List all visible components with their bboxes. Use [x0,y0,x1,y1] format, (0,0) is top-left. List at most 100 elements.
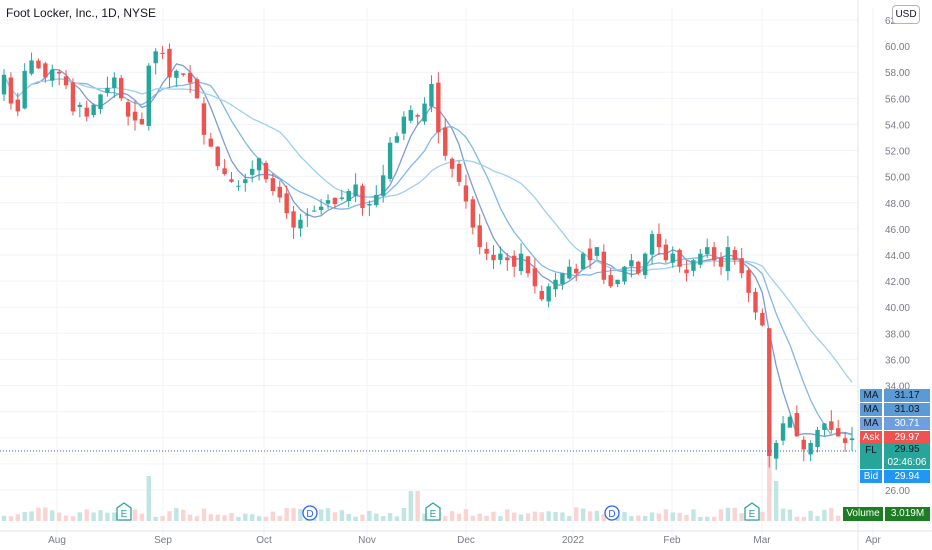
earnings-marker[interactable]: E [744,502,760,521]
earnings-marker[interactable]: E [116,502,132,521]
candle-body [705,247,710,255]
y-tick-label: 36.00 [885,355,910,366]
volume-bar [649,512,655,521]
candle-body [291,211,296,228]
candle-body [132,111,138,121]
volume-bar [1,515,7,521]
x-tick-label: Feb [663,535,681,546]
dividend-marker[interactable]: D [604,505,620,521]
bid-value: 29.94 [884,470,930,483]
candle-body [125,102,131,117]
y-tick-label: 46.00 [885,225,910,236]
volume-bar [339,510,345,521]
volume-bars [1,416,855,521]
candle-body [43,63,48,78]
event-markers[interactable]: E E ED D [116,502,760,521]
volume-bar [553,512,558,521]
candle-body [98,94,103,110]
candle-body [574,268,579,274]
candle-body [360,185,365,208]
candle-body [112,77,117,88]
volume-bar [415,491,420,521]
volume-bar [539,512,544,521]
candle-body [167,48,172,78]
candle-body [63,76,69,86]
candle-body [29,60,34,74]
volume-bar [574,507,579,521]
volume-bar [629,516,634,521]
candle-body [249,168,255,175]
candle-body [456,163,462,182]
volume-bar [491,511,496,521]
volume-bar [98,510,103,521]
volume-bar [705,516,710,521]
candle-body [567,266,572,279]
candle-body [629,260,634,267]
last-price-box: FL 29.95 02:46:06 [860,443,930,469]
volume-bar [56,512,62,521]
volume-bar [346,513,351,521]
candle-body [119,78,124,99]
volume-bar [380,516,386,521]
volume-bar [663,509,669,521]
candle-body [236,185,241,187]
candlesticks [1,43,855,470]
last-price-value: 29.95 [884,443,930,456]
candle-body [194,79,200,99]
volume-bar [484,515,489,521]
volume-bar [70,516,76,521]
candle-body [484,248,489,254]
x-tick-label: Oct [256,535,272,546]
y-tick-label: 38.00 [885,329,910,340]
candle-body [780,423,786,441]
volume-bar [787,509,793,521]
candle-body [36,60,41,69]
volume-bar [477,513,482,521]
y-tick-label: 60.00 [885,42,910,53]
candle-body [677,249,682,267]
y-tick-label: 34.00 [885,382,910,393]
volume-bar [270,511,276,521]
candle-body [760,312,765,326]
last-price-symbol: FL [860,443,882,469]
candle-body [270,178,276,192]
candle-body [422,103,427,122]
y-tick-label: 42.00 [885,277,910,288]
time-axis[interactable]: Aug Sep Oct Nov Dec 2022 Feb Mar Apr [48,535,881,546]
candle-body [77,104,83,107]
volume-value: 3.019M [885,507,930,521]
y-tick-label: 44.00 [885,251,910,262]
candle-body [429,83,434,107]
candle-body [663,244,669,261]
candle-body [401,116,407,134]
earnings-marker-label: E [430,509,437,520]
volume-bar [215,514,220,521]
currency-button[interactable]: USD [892,5,920,24]
volume-bar [91,512,96,521]
candle-body [243,179,248,184]
moving-average-lines [3,63,853,438]
volume-bar [684,514,689,521]
dividend-marker[interactable]: D [302,505,318,521]
volume-bar [181,509,186,521]
chart-title: Foot Locker, Inc., 1D, NYSE [6,6,157,20]
x-tick-label: Mar [753,535,771,546]
ma-label-1: MA [860,389,882,402]
candle-body [725,247,731,272]
candle-body [477,225,482,248]
volume-bar [291,508,296,521]
candle-body [553,279,558,290]
volume-bar [394,516,400,521]
candle-body [277,186,282,198]
volume-bar [760,511,765,521]
earnings-marker[interactable]: E [425,502,441,521]
volume-bar [318,509,324,521]
y-tick-label: 26.00 [885,486,910,497]
candle-body [656,233,662,248]
candle-body [346,191,351,201]
candle-body [787,416,793,428]
dividend-marker-label: D [306,509,313,520]
candle-body [505,257,510,261]
candle-body [622,266,627,282]
